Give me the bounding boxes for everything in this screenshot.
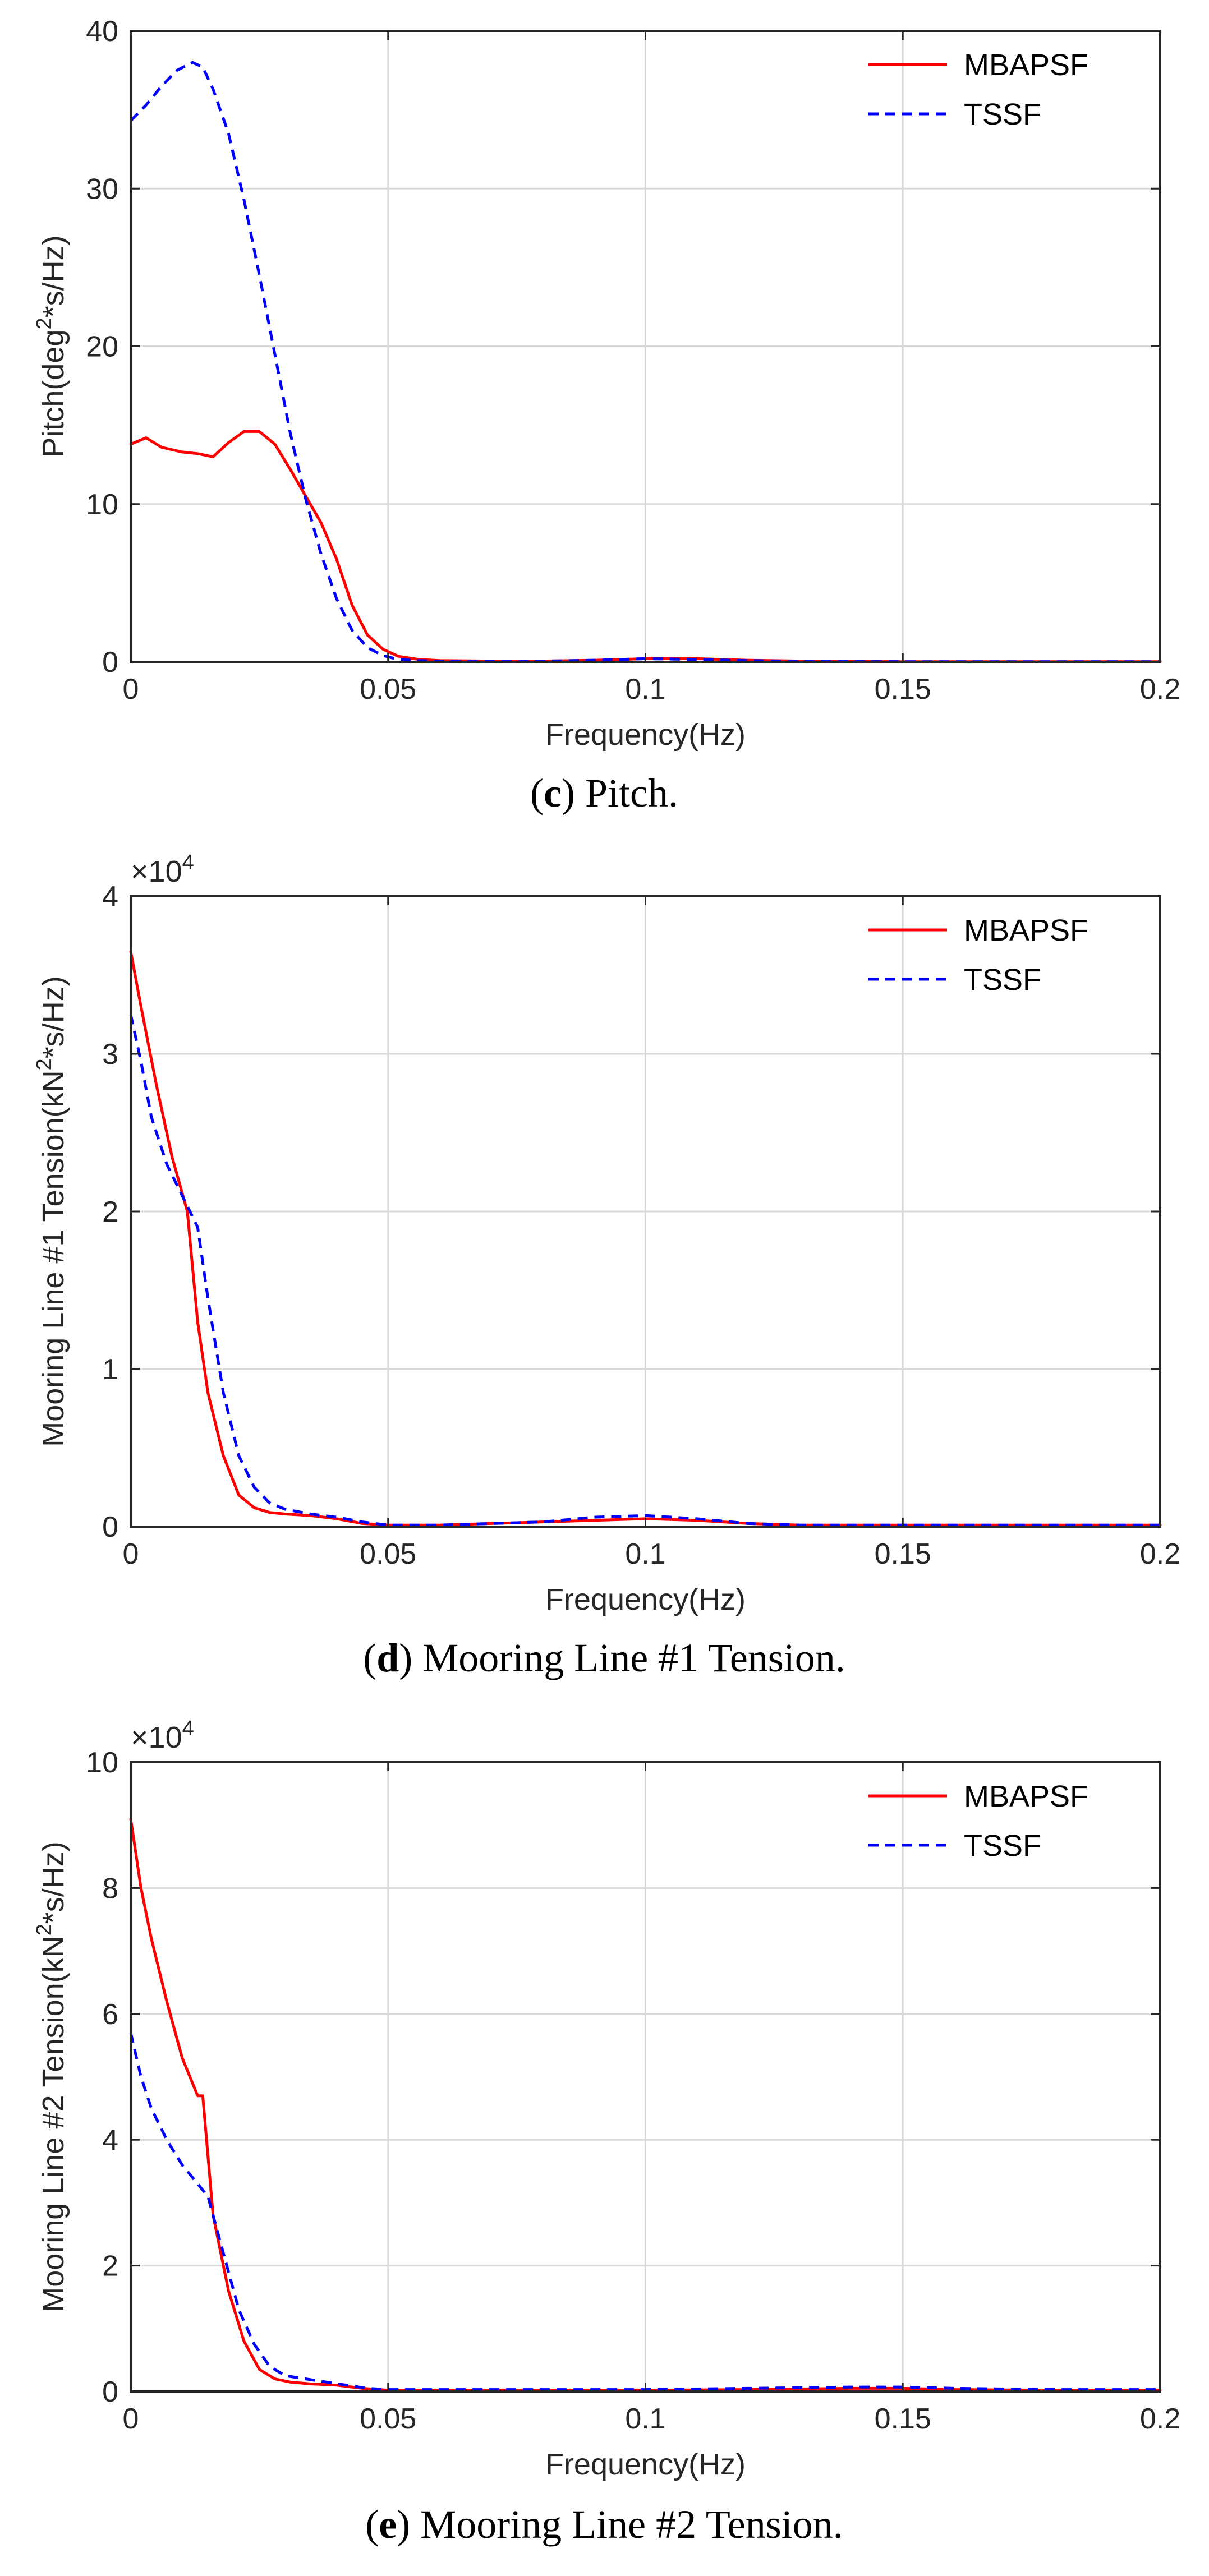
- caption-letter: d: [376, 1635, 399, 1680]
- y-tick-label: 6: [102, 1998, 118, 2031]
- x-tick-label: 0.1: [625, 673, 665, 706]
- legend-label: MBAPSF: [964, 1780, 1088, 1813]
- y-tick-label: 4: [102, 881, 118, 913]
- axis-multiplier-base: ×10: [131, 855, 182, 888]
- axis-multiplier-base: ×10: [131, 1721, 182, 1754]
- caption-text: Mooring Line #1 Tension.: [412, 1635, 845, 1680]
- y-axis-label-sup: 2: [33, 1058, 56, 1070]
- y-axis-label-tail: *s/Hz): [36, 1841, 70, 1924]
- caption-close-paren: ): [399, 1635, 412, 1680]
- x-tick-label: 0.15: [875, 2403, 931, 2435]
- legend-label: MBAPSF: [964, 48, 1088, 82]
- x-tick-label: 0.05: [360, 2403, 416, 2435]
- chart-panel-d: 0 0.05 0.1 0.15 0.2 0 1 2 3 4 Frequency(Hz) Mooring…: [33, 851, 1180, 1680]
- x-tick-label: 0.1: [625, 2403, 665, 2435]
- caption-close-paren: ): [397, 2502, 410, 2547]
- y-axis-label: Mooring Line #2 Tension(kN2*s/Hz): [33, 1841, 70, 2312]
- figure-caption: (e) Mooring Line #2 Tension.: [365, 2502, 843, 2547]
- y-tick-label: 4: [102, 2124, 118, 2156]
- axis-multiplier: ×104: [131, 851, 194, 888]
- y-tick-label: 10: [86, 1746, 118, 1779]
- legend-label: TSSF: [964, 98, 1041, 131]
- y-tick-label: 2: [102, 2250, 118, 2283]
- x-tick-label: 0.15: [875, 673, 931, 706]
- x-axis-label: Frequency(Hz): [545, 718, 746, 752]
- y-tick-label: 10: [86, 489, 118, 521]
- caption-open-paren: (: [363, 1635, 376, 1680]
- figure-caption: (d) Mooring Line #1 Tension.: [363, 1635, 845, 1680]
- x-axis-label: Frequency(Hz): [545, 1583, 746, 1616]
- x-axis-label: Frequency(Hz): [545, 2448, 746, 2481]
- y-axis-label: Pitch(deg2*s/Hz): [33, 235, 70, 457]
- caption-letter: e: [379, 2502, 397, 2547]
- caption-text: Mooring Line #2 Tension.: [410, 2502, 843, 2547]
- caption-close-paren: ): [562, 771, 575, 815]
- axis-multiplier-exp: 4: [182, 851, 194, 874]
- x-tick-label: 0: [123, 2403, 139, 2435]
- x-tick-label: 0.2: [1140, 2403, 1180, 2435]
- y-axis-label-base: Pitch(deg: [36, 330, 70, 458]
- y-tick-label: 0: [102, 2376, 118, 2408]
- y-axis-label-tail: *s/Hz): [36, 976, 70, 1058]
- legend-label: TSSF: [964, 1829, 1041, 1863]
- caption-open-paren: (: [530, 771, 544, 815]
- series-line-tssf: [129, 2032, 1160, 2391]
- y-tick-label: 3: [102, 1038, 118, 1071]
- x-tick-label: 0.15: [875, 1538, 931, 1570]
- y-tick-label: 2: [102, 1196, 118, 1228]
- x-tick-label: 0: [123, 673, 139, 706]
- figure-caption: (c) Pitch.: [530, 771, 678, 815]
- axis-multiplier: ×104: [131, 1717, 194, 1754]
- y-axis-label-base: Mooring Line #2 Tension(kN: [36, 1936, 70, 2312]
- x-tick-label: 0.2: [1140, 673, 1180, 706]
- legend-label: MBAPSF: [964, 914, 1088, 947]
- x-tick-label: 0.1: [625, 1538, 665, 1570]
- x-tick-label: 0.05: [360, 1538, 416, 1570]
- x-tick-label: 0.2: [1140, 1538, 1180, 1570]
- legend-label: TSSF: [964, 963, 1041, 997]
- y-tick-label: 8: [102, 1872, 118, 1905]
- y-tick-label: 0: [102, 1511, 118, 1543]
- axis-multiplier-exp: 4: [182, 1717, 194, 1740]
- y-axis-label: Mooring Line #1 Tension(kN2*s/Hz): [33, 976, 70, 1447]
- x-tick-label: 0.05: [360, 673, 416, 706]
- caption-letter: c: [544, 771, 562, 815]
- y-axis-label-sup: 2: [33, 1924, 56, 1936]
- x-tick-label: 0: [123, 1538, 139, 1570]
- y-tick-label: 1: [102, 1353, 118, 1386]
- y-tick-label: 30: [86, 173, 118, 205]
- y-axis-label-sup: 2: [33, 317, 56, 329]
- y-axis-label-base: Mooring Line #1 Tension(kN: [36, 1070, 70, 1446]
- y-tick-label: 20: [86, 331, 118, 363]
- chart-panel-e: 0 0.05 0.1 0.15 0.2 0 2 4 6 8 10 Frequency(Hz) Moori…: [33, 1717, 1180, 2547]
- y-tick-label: 0: [102, 646, 118, 679]
- y-tick-label: 40: [86, 15, 118, 48]
- caption-text: Pitch.: [575, 771, 678, 815]
- caption-open-paren: (: [365, 2502, 379, 2547]
- y-axis-label-tail: *s/Hz): [36, 235, 70, 317]
- chart-panel-c: 0 0.05 0.1 0.15 0.2 0 10 20 30 40 Frequency(Hz) Pit…: [33, 15, 1180, 815]
